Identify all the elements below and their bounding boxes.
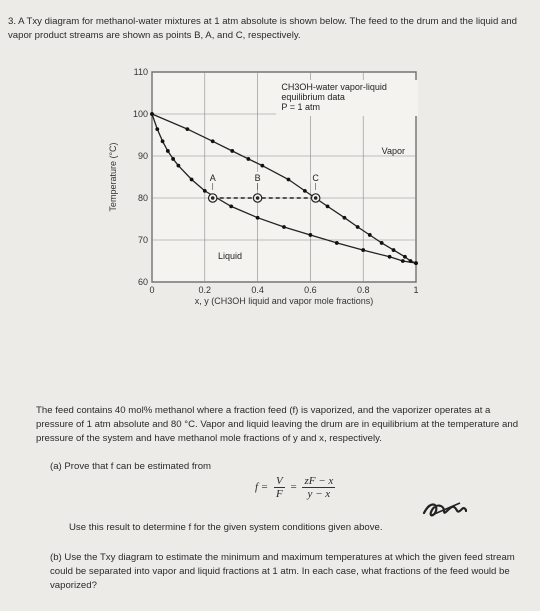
- formula-equals: =: [290, 481, 297, 494]
- y-tick-label: 90: [138, 151, 148, 161]
- data-point-bubble-point: [160, 139, 165, 144]
- data-point-dew-point: [325, 204, 330, 209]
- question-header: 3. A Txy diagram for methanol-water mixt…: [8, 15, 528, 43]
- fraction-v-over-f: V F: [273, 475, 285, 500]
- y-tick-label: 110: [134, 67, 148, 77]
- point-c-center: [313, 196, 318, 200]
- data-point-dew-point: [414, 261, 418, 265]
- question-intro: A Txy diagram for methanol-water mixture…: [8, 16, 517, 41]
- x-tick-label: 1: [413, 285, 418, 295]
- flash-formula: f = V F = zF − x y − x: [255, 475, 338, 500]
- annotation-line: CH3OH-water vapor-liquid: [281, 82, 387, 92]
- data-point-dew-point: [342, 215, 347, 220]
- annotation-line: equilibrium data: [281, 92, 345, 102]
- point-b-center: [255, 196, 260, 200]
- data-point-dew-point: [210, 139, 215, 144]
- y-axis-label: Temperature (°C): [108, 142, 118, 211]
- feed-description: The feed contains 40 mol% methanol where…: [36, 405, 519, 444]
- formula-lhs: f =: [255, 481, 269, 494]
- data-point-bubble-point: [176, 163, 181, 168]
- y-tick-label: 100: [133, 109, 148, 119]
- point-a-label-bg: [207, 172, 218, 183]
- vapor-region-label: Vapor: [382, 146, 405, 156]
- data-point-dew-point: [185, 127, 190, 132]
- y-tick-label: 80: [138, 193, 148, 203]
- x-axis-label: x, y (CH3OH liquid and vapor mole fracti…: [195, 296, 374, 306]
- data-point-bubble-point: [361, 248, 366, 252]
- data-point-dew-point: [302, 188, 307, 193]
- annotation-line: P = 1 atm: [281, 102, 320, 112]
- question-number: 3.: [8, 16, 17, 27]
- txy-chart: 0 0.2 0.4 0.6 0.8 1 60 70 80 90 100 110 Temperature …: [96, 56, 426, 306]
- annotation-bg: [276, 80, 418, 116]
- x-tick-label: 0.4: [251, 285, 264, 295]
- fraction-z-over-y: zF − x y − x: [302, 475, 336, 500]
- point-a-center: [210, 196, 215, 200]
- data-point-bubble-point: [165, 149, 170, 153]
- part-b-prompt: (b) Use the Txy diagram to estimate the …: [50, 552, 515, 591]
- data-point-bubble-point: [308, 233, 313, 237]
- y-tick-label: 70: [138, 235, 148, 245]
- fraction-v-numerator: V: [273, 475, 285, 488]
- data-point-dew-point: [367, 233, 372, 237]
- part-a-prompt: (a) Prove that f can be estimated from: [50, 461, 212, 472]
- data-point-bubble-point: [387, 254, 392, 259]
- point-c-label-bg: [310, 172, 321, 183]
- data-point-dew-point: [391, 248, 396, 252]
- txy-chart-svg: 0 0.2 0.4 0.6 0.8 1 60 70 80 90 100 110 Temperature …: [108, 67, 419, 306]
- data-point-dew-point: [403, 254, 407, 259]
- fraction-z-denominator: y − x: [307, 488, 331, 500]
- data-point-dew-point: [379, 241, 384, 245]
- data-point-dew-point: [150, 112, 154, 116]
- data-point-dew-point: [408, 259, 413, 263]
- x-tick-label: 0.6: [304, 285, 317, 295]
- fraction-v-denominator: F: [275, 488, 283, 500]
- data-point-dew-point: [286, 177, 291, 182]
- data-point-bubble-point: [282, 225, 286, 229]
- data-point-bubble-point: [171, 157, 176, 161]
- point-a-label: A: [210, 173, 216, 183]
- x-tick-label: 0.2: [199, 285, 212, 295]
- y-tick-label: 60: [138, 277, 148, 287]
- data-point-bubble-point: [255, 215, 260, 220]
- data-point-dew-point: [230, 149, 235, 153]
- x-tick-label: 0: [149, 285, 154, 295]
- data-point-bubble-point: [155, 127, 160, 132]
- use-result-text: Use this result to determine f for the g…: [69, 522, 383, 533]
- data-point-bubble-point: [334, 241, 339, 245]
- data-point-bubble-point: [202, 188, 207, 193]
- data-point-dew-point: [260, 163, 265, 168]
- data-point-dew-point: [246, 157, 251, 161]
- handwritten-signature: [422, 502, 468, 517]
- data-point-bubble-point: [189, 177, 194, 182]
- point-c-label: C: [312, 173, 319, 183]
- point-b-label-bg: [252, 172, 263, 183]
- point-b-label: B: [255, 173, 261, 183]
- data-point-bubble-point: [400, 259, 405, 263]
- x-tick-label: 0.8: [357, 285, 370, 295]
- data-point-bubble-point: [229, 204, 234, 209]
- liquid-region-label: Liquid: [218, 251, 242, 261]
- data-point-dew-point: [355, 225, 360, 229]
- fraction-z-numerator: zF − x: [302, 475, 336, 488]
